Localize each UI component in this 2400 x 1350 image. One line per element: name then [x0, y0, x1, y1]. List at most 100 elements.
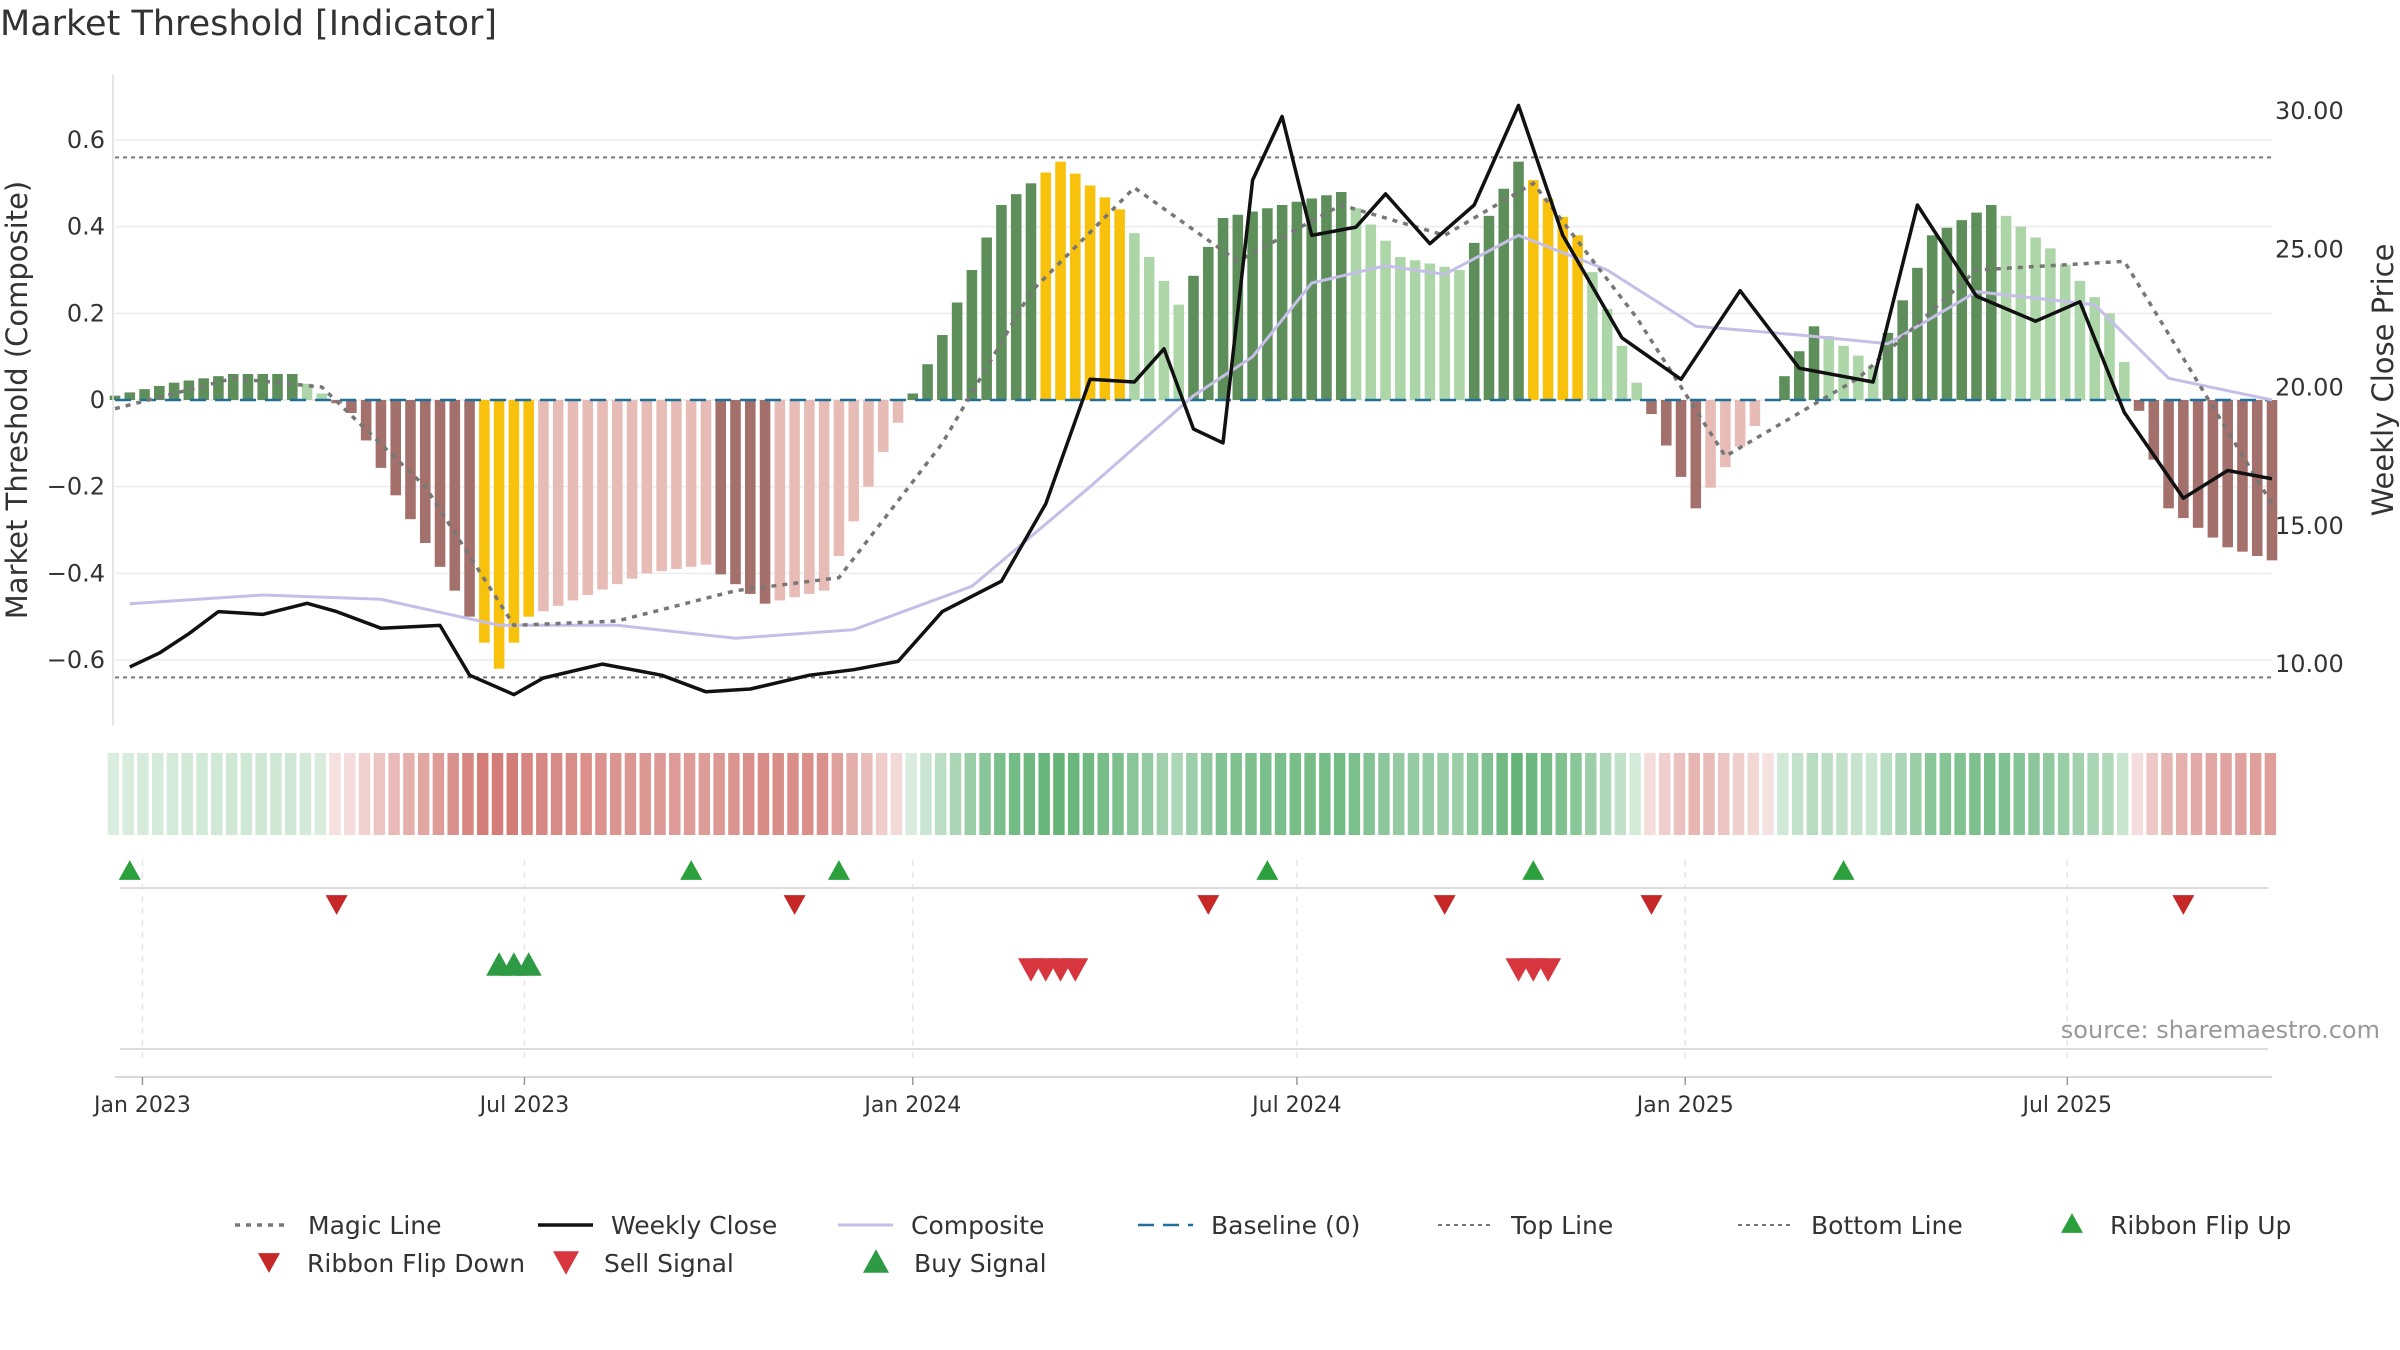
ribbon-cell — [2264, 753, 2277, 835]
composite-bar — [1823, 336, 1835, 400]
ribbon-cell — [1895, 753, 1907, 835]
ribbon-flip-down-marker — [1433, 895, 1456, 915]
composite-bar — [1439, 266, 1450, 400]
composite-bar — [1202, 246, 1214, 400]
signal-markers — [118, 860, 2268, 1275]
ribbon-cell — [1437, 753, 1449, 835]
ribbon-cell — [1230, 753, 1242, 835]
composite-bar — [612, 400, 623, 585]
composite-bar — [124, 392, 136, 400]
weekly-close-line — [129, 103, 2273, 697]
ribbon-cell — [1348, 753, 1361, 835]
composite-bar — [656, 400, 667, 572]
ribbon-flip-down-marker — [325, 895, 348, 915]
ribbon-flip-up-marker — [1256, 860, 1279, 880]
composite-bar — [139, 389, 150, 400]
composite-bar — [1380, 240, 1391, 400]
right-tick-label: 15.00 — [2275, 512, 2344, 540]
composite-bar — [109, 395, 121, 400]
ribbon-cell — [1452, 753, 1464, 835]
composite-bar — [449, 400, 461, 591]
ribbon-cell — [329, 753, 341, 835]
x-tick-label: Jan 2024 — [862, 1093, 961, 1118]
ribbon-cell — [151, 753, 164, 835]
left-tick-label: 0 — [90, 386, 105, 414]
composite-bar — [567, 400, 579, 601]
ribbon-cell — [2146, 753, 2158, 835]
composite-bar — [1675, 400, 1687, 477]
ribbon-cell — [1658, 753, 1671, 835]
composite-bar — [1528, 180, 1539, 400]
ribbon-cell — [225, 753, 238, 835]
ribbon-cell — [1215, 753, 1228, 835]
composite-bar — [1350, 208, 1362, 400]
composite-bar — [242, 374, 254, 400]
composite-bar — [405, 400, 416, 520]
composite-bar — [287, 374, 298, 400]
composite-bar — [1616, 345, 1628, 400]
ribbon-cell — [1274, 753, 1287, 835]
ribbon-cell — [1777, 753, 1789, 835]
legend-label: Top Line — [1510, 1211, 1613, 1240]
chart-title: Market Threshold [Indicator] — [0, 4, 498, 44]
ribbon-cell — [920, 753, 932, 835]
ribbon-cell — [669, 753, 681, 835]
ribbon-flip-up-marker — [827, 860, 850, 880]
ribbon-cell — [1481, 753, 1494, 835]
composite-bar — [1793, 351, 1805, 400]
composite-bar — [1335, 192, 1347, 400]
composite-bar — [1143, 257, 1155, 400]
ribbon-flip-up-marker — [1832, 860, 1855, 880]
legend-buy-signal-swatch — [863, 1249, 889, 1273]
ribbon-cell — [1762, 753, 1774, 835]
ribbon-cell — [1806, 753, 1819, 835]
ribbon-cell — [344, 753, 356, 835]
composite-bar — [1838, 345, 1849, 400]
ribbon-cell — [595, 753, 607, 835]
composite-bar — [1070, 173, 1081, 400]
ribbon-cell — [373, 753, 386, 835]
composite-bar — [2030, 237, 2041, 400]
composite-bar — [1409, 260, 1421, 400]
composite-bar — [1173, 304, 1185, 400]
ribbon-cell — [1998, 753, 2011, 835]
ribbon-cell — [905, 753, 917, 835]
composite-bar — [464, 400, 475, 617]
composite-bar — [1882, 332, 1894, 400]
ribbon-cell — [728, 753, 740, 835]
composite-bar — [804, 400, 815, 594]
composite-bar — [346, 400, 357, 413]
composite-bar — [198, 378, 209, 400]
trend-ribbon — [107, 753, 2277, 835]
composite-bar — [257, 374, 269, 400]
left-tick-label: 0.2 — [67, 299, 105, 327]
ribbon-cell — [1703, 753, 1715, 835]
composite-bar — [154, 385, 165, 400]
composite-bar — [1129, 233, 1140, 400]
ribbon-cell — [2043, 753, 2055, 835]
ribbon-cell — [432, 753, 445, 835]
ribbon-cell — [964, 753, 976, 835]
composite-bar — [1454, 270, 1465, 400]
composite-bar — [759, 400, 771, 604]
composite-bar — [789, 400, 800, 598]
ribbon-cell — [403, 753, 415, 835]
ribbon-cell — [1525, 753, 1538, 835]
legend-label: Magic Line — [308, 1211, 442, 1240]
ribbon-cell — [935, 753, 947, 835]
ribbon-cell — [1688, 753, 1700, 835]
ribbon-cell — [1570, 753, 1582, 835]
ribbon-cell — [742, 753, 755, 835]
composite-bar — [1749, 400, 1761, 426]
ribbon-cell — [772, 753, 784, 835]
ribbon-cell — [506, 753, 519, 835]
composite-bar — [597, 400, 608, 590]
ribbon-cell — [1053, 753, 1065, 835]
ribbon-cell — [609, 753, 622, 835]
ribbon-cell — [1880, 753, 1892, 835]
composite-bar — [626, 400, 638, 579]
ribbon-cell — [1127, 753, 1139, 835]
composite-bar — [1513, 161, 1524, 400]
composite-bar — [508, 400, 520, 643]
ribbon-cell — [1496, 753, 1508, 835]
